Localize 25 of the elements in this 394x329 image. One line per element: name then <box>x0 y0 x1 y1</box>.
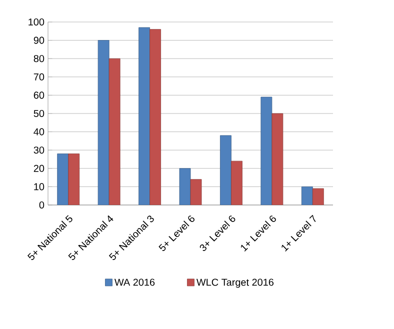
y-tick-label: 10 <box>34 183 44 190</box>
bar <box>138 27 150 205</box>
y-tick-label: 40 <box>34 128 44 136</box>
y-tick-label: 60 <box>34 92 44 99</box>
bar <box>108 58 120 205</box>
bar <box>150 29 161 205</box>
bar <box>260 96 272 205</box>
bar <box>98 40 110 205</box>
y-tick-label: 20 <box>34 164 44 172</box>
bar <box>301 186 313 205</box>
bar <box>57 154 69 205</box>
bar <box>312 188 324 205</box>
y-tick-label: 0 <box>39 201 44 209</box>
legend-label: WLC Target 2016 <box>196 278 274 288</box>
legend-label: WA 2016 <box>114 278 155 286</box>
bar <box>231 160 242 205</box>
y-tick-label: 100 <box>28 18 44 26</box>
bar <box>272 113 284 205</box>
y-tick-label: 30 <box>34 146 44 154</box>
bar <box>220 135 232 205</box>
bar <box>68 154 80 205</box>
y-tick-label: 90 <box>34 36 44 44</box>
y-tick-label: 70 <box>34 73 44 80</box>
y-tick-label: 50 <box>34 110 44 118</box>
y-tick-label: 80 <box>34 55 44 62</box>
